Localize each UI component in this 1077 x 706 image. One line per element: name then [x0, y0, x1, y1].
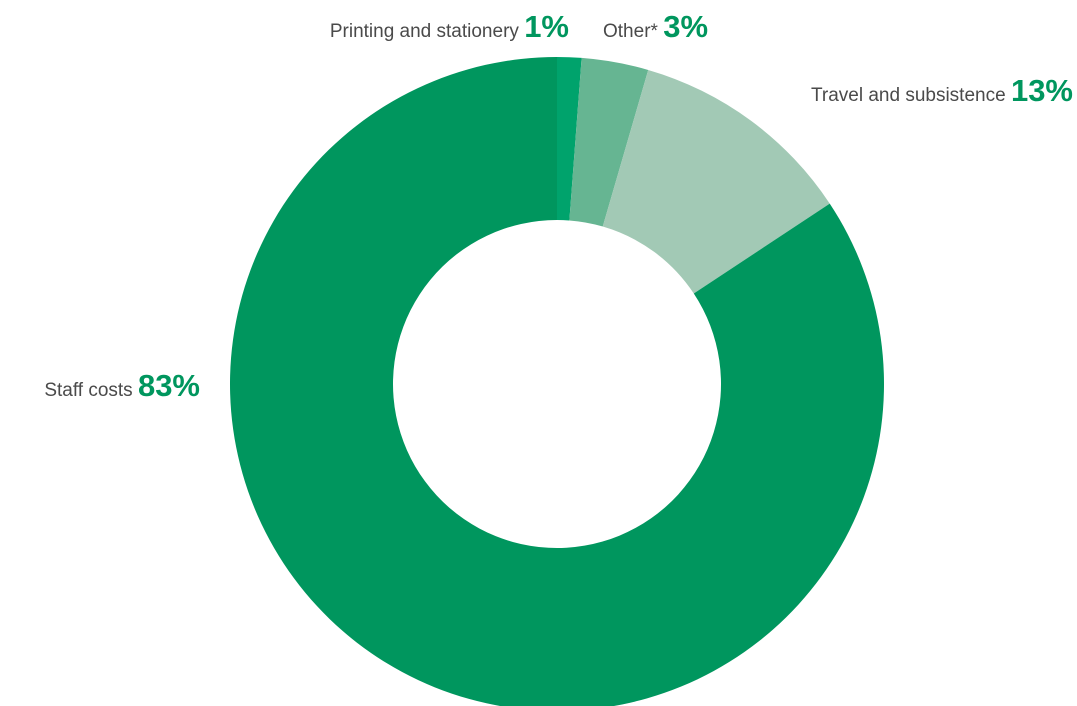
- slice-label-name: Other*: [603, 21, 663, 42]
- slice-label: Staff costs 83%: [44, 368, 200, 403]
- slice-printing-and-stationery: [557, 57, 582, 221]
- slice-label: Printing and stationery 1%: [330, 9, 569, 44]
- slice-label-percent: 1%: [524, 9, 569, 44]
- labels-group: Printing and stationery 1% Other* 3% Trave…: [44, 9, 1073, 403]
- slice-label-name: Staff costs: [44, 380, 138, 401]
- slice-travel-and-subsistence: [602, 69, 830, 294]
- slice-label-name: Printing and stationery: [330, 21, 524, 42]
- slice-label-percent: 83%: [138, 368, 200, 403]
- slice-label-percent: 13%: [1011, 73, 1073, 108]
- slice-label: Travel and subsistence 13%: [811, 73, 1073, 108]
- slice-other: [569, 57, 649, 227]
- slice-label-name: Travel and subsistence: [811, 85, 1011, 106]
- slice-label-percent: 3%: [663, 9, 708, 44]
- slice-staff-costs: [230, 57, 884, 706]
- slice-label: Other* 3%: [603, 9, 708, 44]
- slices-group: [230, 57, 884, 706]
